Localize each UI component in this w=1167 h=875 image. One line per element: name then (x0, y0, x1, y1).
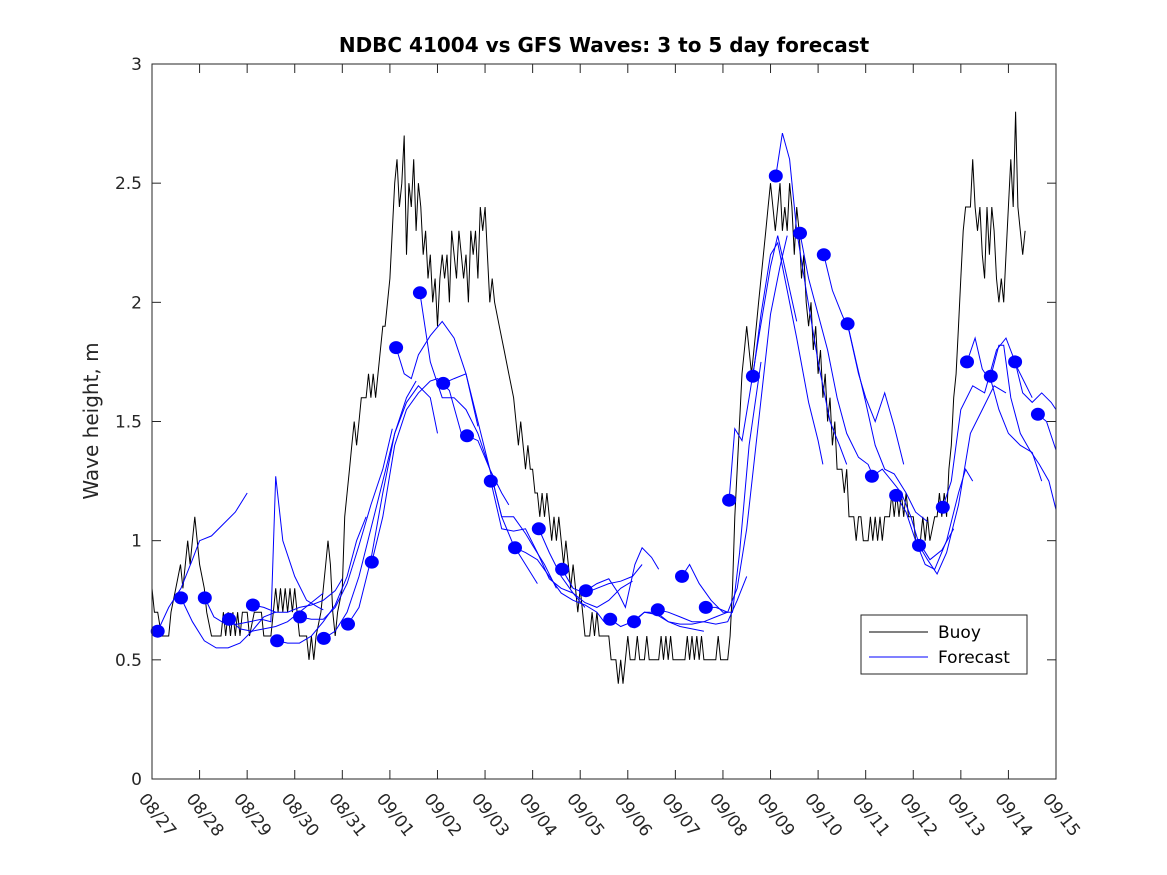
forecast-line (419, 292, 510, 506)
forecast-marker (341, 617, 355, 631)
y-tick-label: 2.5 (115, 174, 142, 194)
forecast-marker (889, 488, 904, 502)
forecast-line (775, 132, 848, 465)
forecast-marker (627, 615, 641, 629)
forecast-line (966, 336, 1043, 482)
legend: Buoy Forecast (860, 614, 1028, 675)
y-tick-label: 1 (131, 532, 142, 552)
y-tick-label: 3 (131, 55, 142, 75)
forecast-marker (864, 469, 879, 483)
legend-label-forecast: Forecast (938, 648, 1010, 668)
forecast-line (990, 344, 1057, 510)
forecast-marker (150, 624, 165, 638)
forecast-marker (983, 369, 998, 383)
forecast-line (514, 547, 605, 622)
forecast-marker (364, 555, 379, 569)
forecast-line (918, 385, 1007, 576)
y-tick-label: 1.5 (115, 413, 142, 433)
forecast-marker (650, 603, 665, 617)
forecast-line (561, 564, 643, 594)
forecast-line (1014, 361, 1057, 410)
forecast-line (847, 323, 928, 522)
y-tick-label: 0.5 (115, 651, 142, 671)
forecast-marker (270, 634, 285, 648)
forecast-marker (555, 562, 570, 576)
forecast-marker (174, 591, 188, 605)
forecast-marker (1008, 355, 1023, 369)
forecast-marker (389, 341, 404, 355)
forecast-marker (960, 355, 974, 369)
forecast-marker (1030, 407, 1045, 421)
forecast-marker (793, 226, 807, 240)
forecast-marker (840, 317, 855, 331)
forecast-marker (460, 429, 474, 443)
forecast-marker (722, 493, 737, 507)
y-axis: 0 0.5 1 1.5 2 2.5 3 (115, 55, 1056, 790)
forecast-marker (935, 500, 950, 514)
forecast-line (347, 385, 438, 625)
forecast-marker (675, 569, 689, 583)
forecast-marker (293, 610, 307, 624)
forecast-marker (912, 538, 926, 552)
forecast-line (395, 320, 479, 427)
forecast-line (252, 578, 343, 613)
forecast-line (585, 546, 660, 609)
forecast-line (657, 576, 748, 625)
forecast-line (323, 380, 417, 639)
forecast-line (681, 361, 762, 613)
legend-box (860, 614, 1028, 675)
forecast-marker (768, 169, 783, 183)
legend-label-buoy: Buoy (938, 623, 981, 643)
forecast-marker (745, 369, 760, 383)
y-tick-label: 0 (131, 770, 142, 790)
forecast-marker (412, 286, 427, 300)
forecast-line (799, 233, 876, 482)
forecast-marker (816, 248, 831, 262)
forecast-line (276, 516, 367, 644)
forecast-marker (245, 598, 260, 612)
forecast-line (752, 241, 824, 465)
forecast-marker (436, 376, 451, 390)
forecast-line (466, 435, 557, 589)
forecast-marker (483, 474, 498, 488)
forecast-marker (698, 600, 713, 614)
forecast-line (871, 468, 955, 561)
plot-content (150, 111, 1057, 684)
forecast-line (705, 235, 788, 613)
forecast-line (157, 492, 248, 632)
forecast-line (728, 235, 798, 501)
y-tick-label: 2 (131, 293, 142, 313)
forecast-markers (150, 169, 1045, 648)
forecast-marker (603, 612, 618, 626)
forecast-series (157, 132, 1057, 649)
forecast-line (538, 528, 633, 608)
forecast-marker (197, 591, 212, 605)
forecast-marker (578, 584, 593, 598)
y-axis-label: Wave height, m (79, 342, 103, 499)
forecast-marker (316, 631, 331, 645)
forecast-line (490, 480, 586, 608)
chart-title: NDBC 41004 vs GFS Waves: 3 to 5 day fore… (339, 33, 870, 57)
forecast-line (299, 428, 393, 620)
forecast-marker (531, 522, 546, 536)
forecast-line (633, 611, 728, 625)
forecast-marker (222, 612, 237, 626)
forecast-marker (508, 541, 522, 555)
forecast-line (180, 597, 276, 649)
